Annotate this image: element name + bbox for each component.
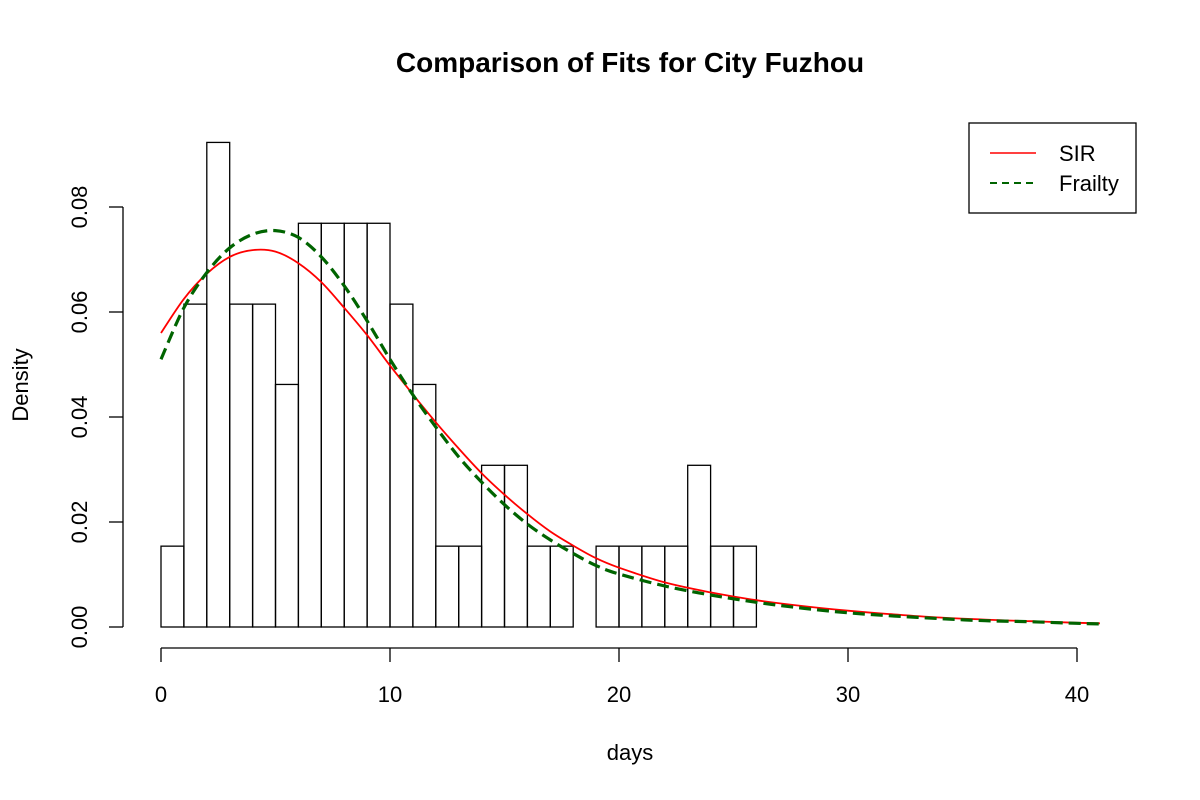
histogram — [160, 141, 758, 628]
histogram-bar — [480, 464, 506, 628]
legend-box — [968, 122, 1137, 214]
histogram-bar — [206, 141, 231, 628]
histogram-bar — [366, 222, 391, 628]
legend-label: Frailty — [1059, 171, 1119, 196]
y-tick-label: 0.06 — [67, 291, 92, 334]
histogram-bar — [549, 545, 574, 628]
y-tick-label: 0.00 — [67, 606, 92, 649]
histogram-bar — [595, 545, 620, 628]
histogram-bar — [618, 545, 643, 628]
y-axis-label: Density — [8, 348, 33, 421]
x-tick-label: 10 — [378, 682, 402, 707]
histogram-bar — [435, 545, 460, 628]
histogram-bar — [412, 383, 437, 628]
histogram-bar — [732, 545, 758, 628]
x-tick-label: 20 — [607, 682, 631, 707]
y-tick-label: 0.02 — [67, 501, 92, 544]
fit-curves — [159, 228, 1100, 626]
series-line-frailty — [159, 228, 1100, 626]
histogram-bar — [458, 545, 483, 628]
histogram-bar — [297, 222, 322, 628]
histogram-bar — [251, 303, 277, 628]
x-tick-label: 0 — [155, 682, 167, 707]
histogram-bar — [229, 303, 254, 628]
histogram-bar — [320, 222, 345, 628]
y-tick-label: 0.04 — [67, 396, 92, 439]
histogram-bar — [709, 545, 735, 628]
histogram-bar — [687, 464, 712, 628]
histogram-bar — [183, 303, 208, 628]
x-tick-label: 30 — [836, 682, 860, 707]
histogram-bar — [526, 545, 551, 628]
legend-label: SIR — [1059, 141, 1096, 166]
histogram-bar — [389, 303, 414, 628]
chart-title: Comparison of Fits for City Fuzhou — [396, 47, 864, 78]
series-line-sir — [160, 248, 1100, 625]
y-tick-label: 0.08 — [67, 186, 92, 229]
histogram-bar — [160, 545, 185, 628]
x-tick-label: 40 — [1065, 682, 1089, 707]
x-axis: 0 10 20 30 40 — [155, 647, 1089, 707]
histogram-bar — [503, 464, 529, 628]
y-axis: 0.00 0.02 0.04 0.06 0.08 — [67, 186, 124, 649]
histogram-bar — [343, 222, 368, 628]
legend: SIR Frailty — [968, 122, 1137, 214]
x-axis-label: days — [607, 740, 653, 765]
histogram-bar — [274, 383, 300, 628]
